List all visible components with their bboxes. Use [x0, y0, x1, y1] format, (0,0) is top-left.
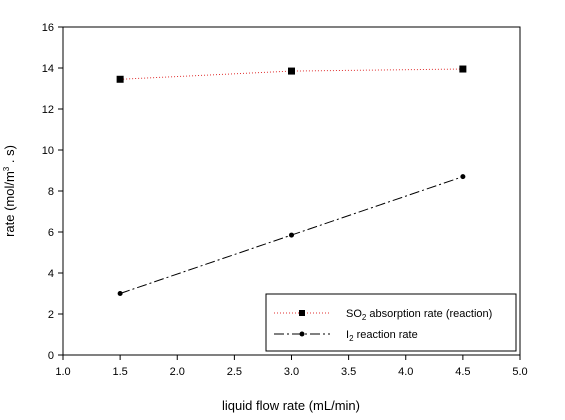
- y-tick-label: 2: [48, 309, 54, 321]
- x-axis-ticks: 1.0 1.5 2.0 2.5 3.0 3.5 4.0 4.5 5.0: [55, 355, 528, 378]
- y-axis-title-suffix: . s): [2, 145, 17, 167]
- x-tick-label: 4.5: [455, 366, 470, 378]
- x-tick-label: 1.0: [55, 366, 70, 378]
- legend-label-i2-rest: reaction rate: [354, 329, 418, 341]
- data-point-so2: [288, 67, 295, 75]
- y-tick-label: 10: [42, 145, 54, 157]
- legend-marker-so2: [299, 310, 305, 316]
- data-point-i2: [460, 174, 466, 180]
- y-tick-label: 4: [48, 268, 54, 280]
- y-axis-ticks: 0 2 4 6 8 10 12 14 16: [42, 22, 63, 362]
- y-axis-title-superscript: 3: [2, 166, 11, 171]
- x-tick-label: 2.5: [227, 366, 242, 378]
- data-point-i2: [117, 291, 123, 296]
- y-tick-label: 12: [42, 104, 54, 116]
- x-tick-label: 5.0: [512, 366, 527, 378]
- legend-label-i2-main: I: [346, 329, 349, 341]
- legend-label-so2-rest: absorption rate (reaction): [366, 308, 492, 320]
- y-tick-label: 14: [42, 63, 54, 75]
- legend-label-i2: I2 reaction rate: [346, 329, 418, 343]
- x-tick-label: 3.0: [284, 366, 299, 378]
- series-layer: [116, 65, 467, 296]
- x-tick-label: 4.0: [398, 366, 413, 378]
- legend-label-so2-main: SO: [346, 308, 362, 320]
- y-axis-title-main: rate (mol/m: [2, 171, 17, 237]
- legend-label-so2: SO2 absorption rate (reaction): [346, 308, 492, 322]
- x-axis-title: liquid flow rate (mL/min): [222, 398, 360, 413]
- data-point-so2: [116, 75, 124, 83]
- legend-box: [265, 293, 517, 352]
- legend-label-i2-subscript: 2: [349, 334, 354, 343]
- data-point-so2: [459, 65, 467, 73]
- data-point-i2: [289, 232, 294, 238]
- y-tick-label: 0: [48, 350, 54, 362]
- y-tick-label: 6: [48, 227, 54, 239]
- legend: SO2 absorption rate (reaction) I2 reacti…: [265, 293, 517, 352]
- x-tick-label: 1.5: [112, 366, 127, 378]
- y-tick-label: 8: [48, 186, 54, 198]
- y-tick-label: 16: [42, 22, 54, 34]
- y-axis-title: rate (mol/m3 . s): [2, 145, 17, 237]
- legend-label-so2-subscript: 2: [362, 313, 367, 322]
- x-tick-label: 2.0: [170, 366, 185, 378]
- x-tick-label: 3.5: [341, 366, 356, 378]
- legend-marker-i2: [299, 331, 305, 337]
